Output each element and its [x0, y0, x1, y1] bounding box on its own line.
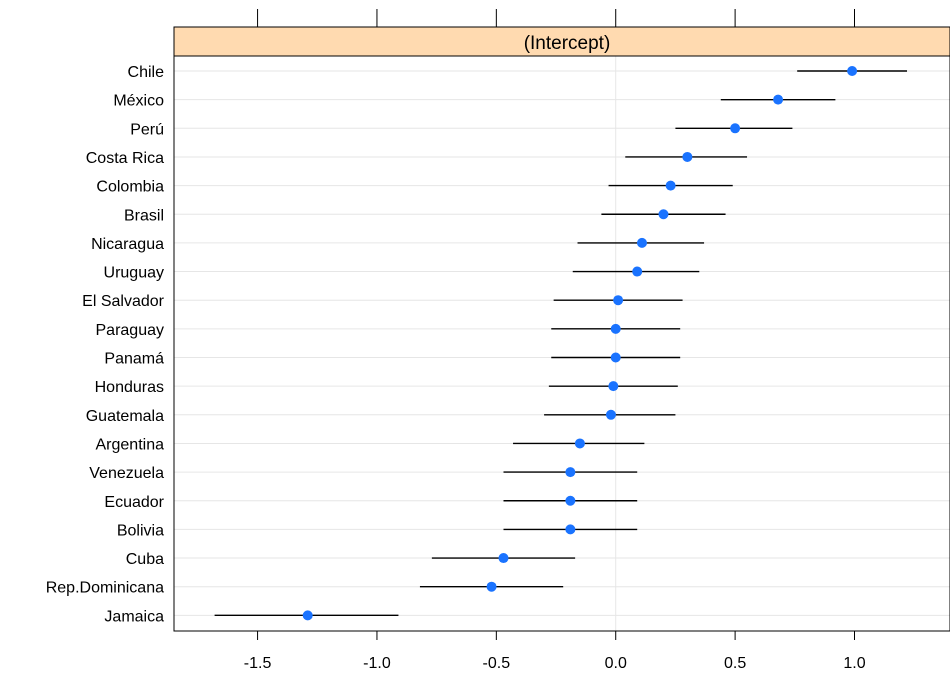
estimate-point: [498, 553, 509, 564]
grid-layer: [174, 56, 950, 631]
x-tick-label: 0.0: [605, 655, 627, 672]
estimate-point: [565, 524, 576, 535]
estimate-point: [610, 323, 621, 334]
interval-layer: [214, 70, 908, 617]
category-label: Nicaragua: [91, 236, 164, 253]
category-label: Perú: [130, 121, 164, 138]
estimate-point: [730, 123, 741, 134]
category-label: Guatemala: [86, 408, 164, 425]
category-label: Cuba: [126, 551, 164, 568]
estimate-point: [565, 467, 576, 478]
category-label: Rep.Dominicana: [46, 580, 164, 597]
category-label: Costa Rica: [86, 150, 164, 167]
estimate-point: [574, 438, 585, 449]
estimate-point: [636, 237, 647, 248]
category-label: Chile: [128, 64, 165, 81]
x-tick-label: -1.0: [363, 655, 391, 672]
x-tick-label: 1.0: [843, 655, 865, 672]
category-label: México: [113, 93, 164, 110]
point-layer: [302, 66, 858, 621]
estimate-point: [565, 495, 576, 506]
axis-tick-layer: -1.5 -1.0 -0.5 0.0 0.5 1.0: [244, 9, 866, 672]
estimate-point: [605, 409, 616, 420]
category-label: El Salvador: [82, 293, 164, 310]
estimate-point: [665, 180, 676, 191]
category-label-layer: Chile México Perú Costa Rica Colombia Brasil N…: [46, 64, 165, 625]
category-label: Uruguay: [104, 265, 164, 282]
plot-frame: [173, 26, 950, 632]
category-label: Honduras: [95, 379, 164, 396]
category-label: Venezuela: [89, 465, 164, 482]
category-label: Bolivia: [117, 522, 164, 539]
x-tick-label: -1.5: [244, 655, 272, 672]
panel-title: (Intercept): [524, 33, 611, 54]
x-tick-label: 0.5: [724, 655, 746, 672]
estimate-point: [613, 295, 624, 306]
category-label: Argentina: [96, 436, 165, 453]
estimate-point: [773, 94, 784, 105]
category-label: Panamá: [104, 351, 164, 368]
category-label: Ecuador: [104, 494, 164, 511]
estimate-point: [486, 581, 497, 592]
category-label: Colombia: [96, 179, 164, 196]
estimate-point: [610, 352, 621, 363]
estimate-point: [682, 151, 693, 162]
estimate-point: [608, 381, 619, 392]
category-label: Paraguay: [96, 322, 165, 339]
estimate-point: [632, 266, 643, 277]
category-label: Brasil: [124, 207, 164, 224]
category-label: Jamaica: [104, 608, 164, 625]
estimate-point: [847, 66, 858, 76]
x-tick-label: -0.5: [483, 655, 511, 672]
estimate-point: [302, 610, 313, 621]
estimate-point: [658, 209, 669, 220]
